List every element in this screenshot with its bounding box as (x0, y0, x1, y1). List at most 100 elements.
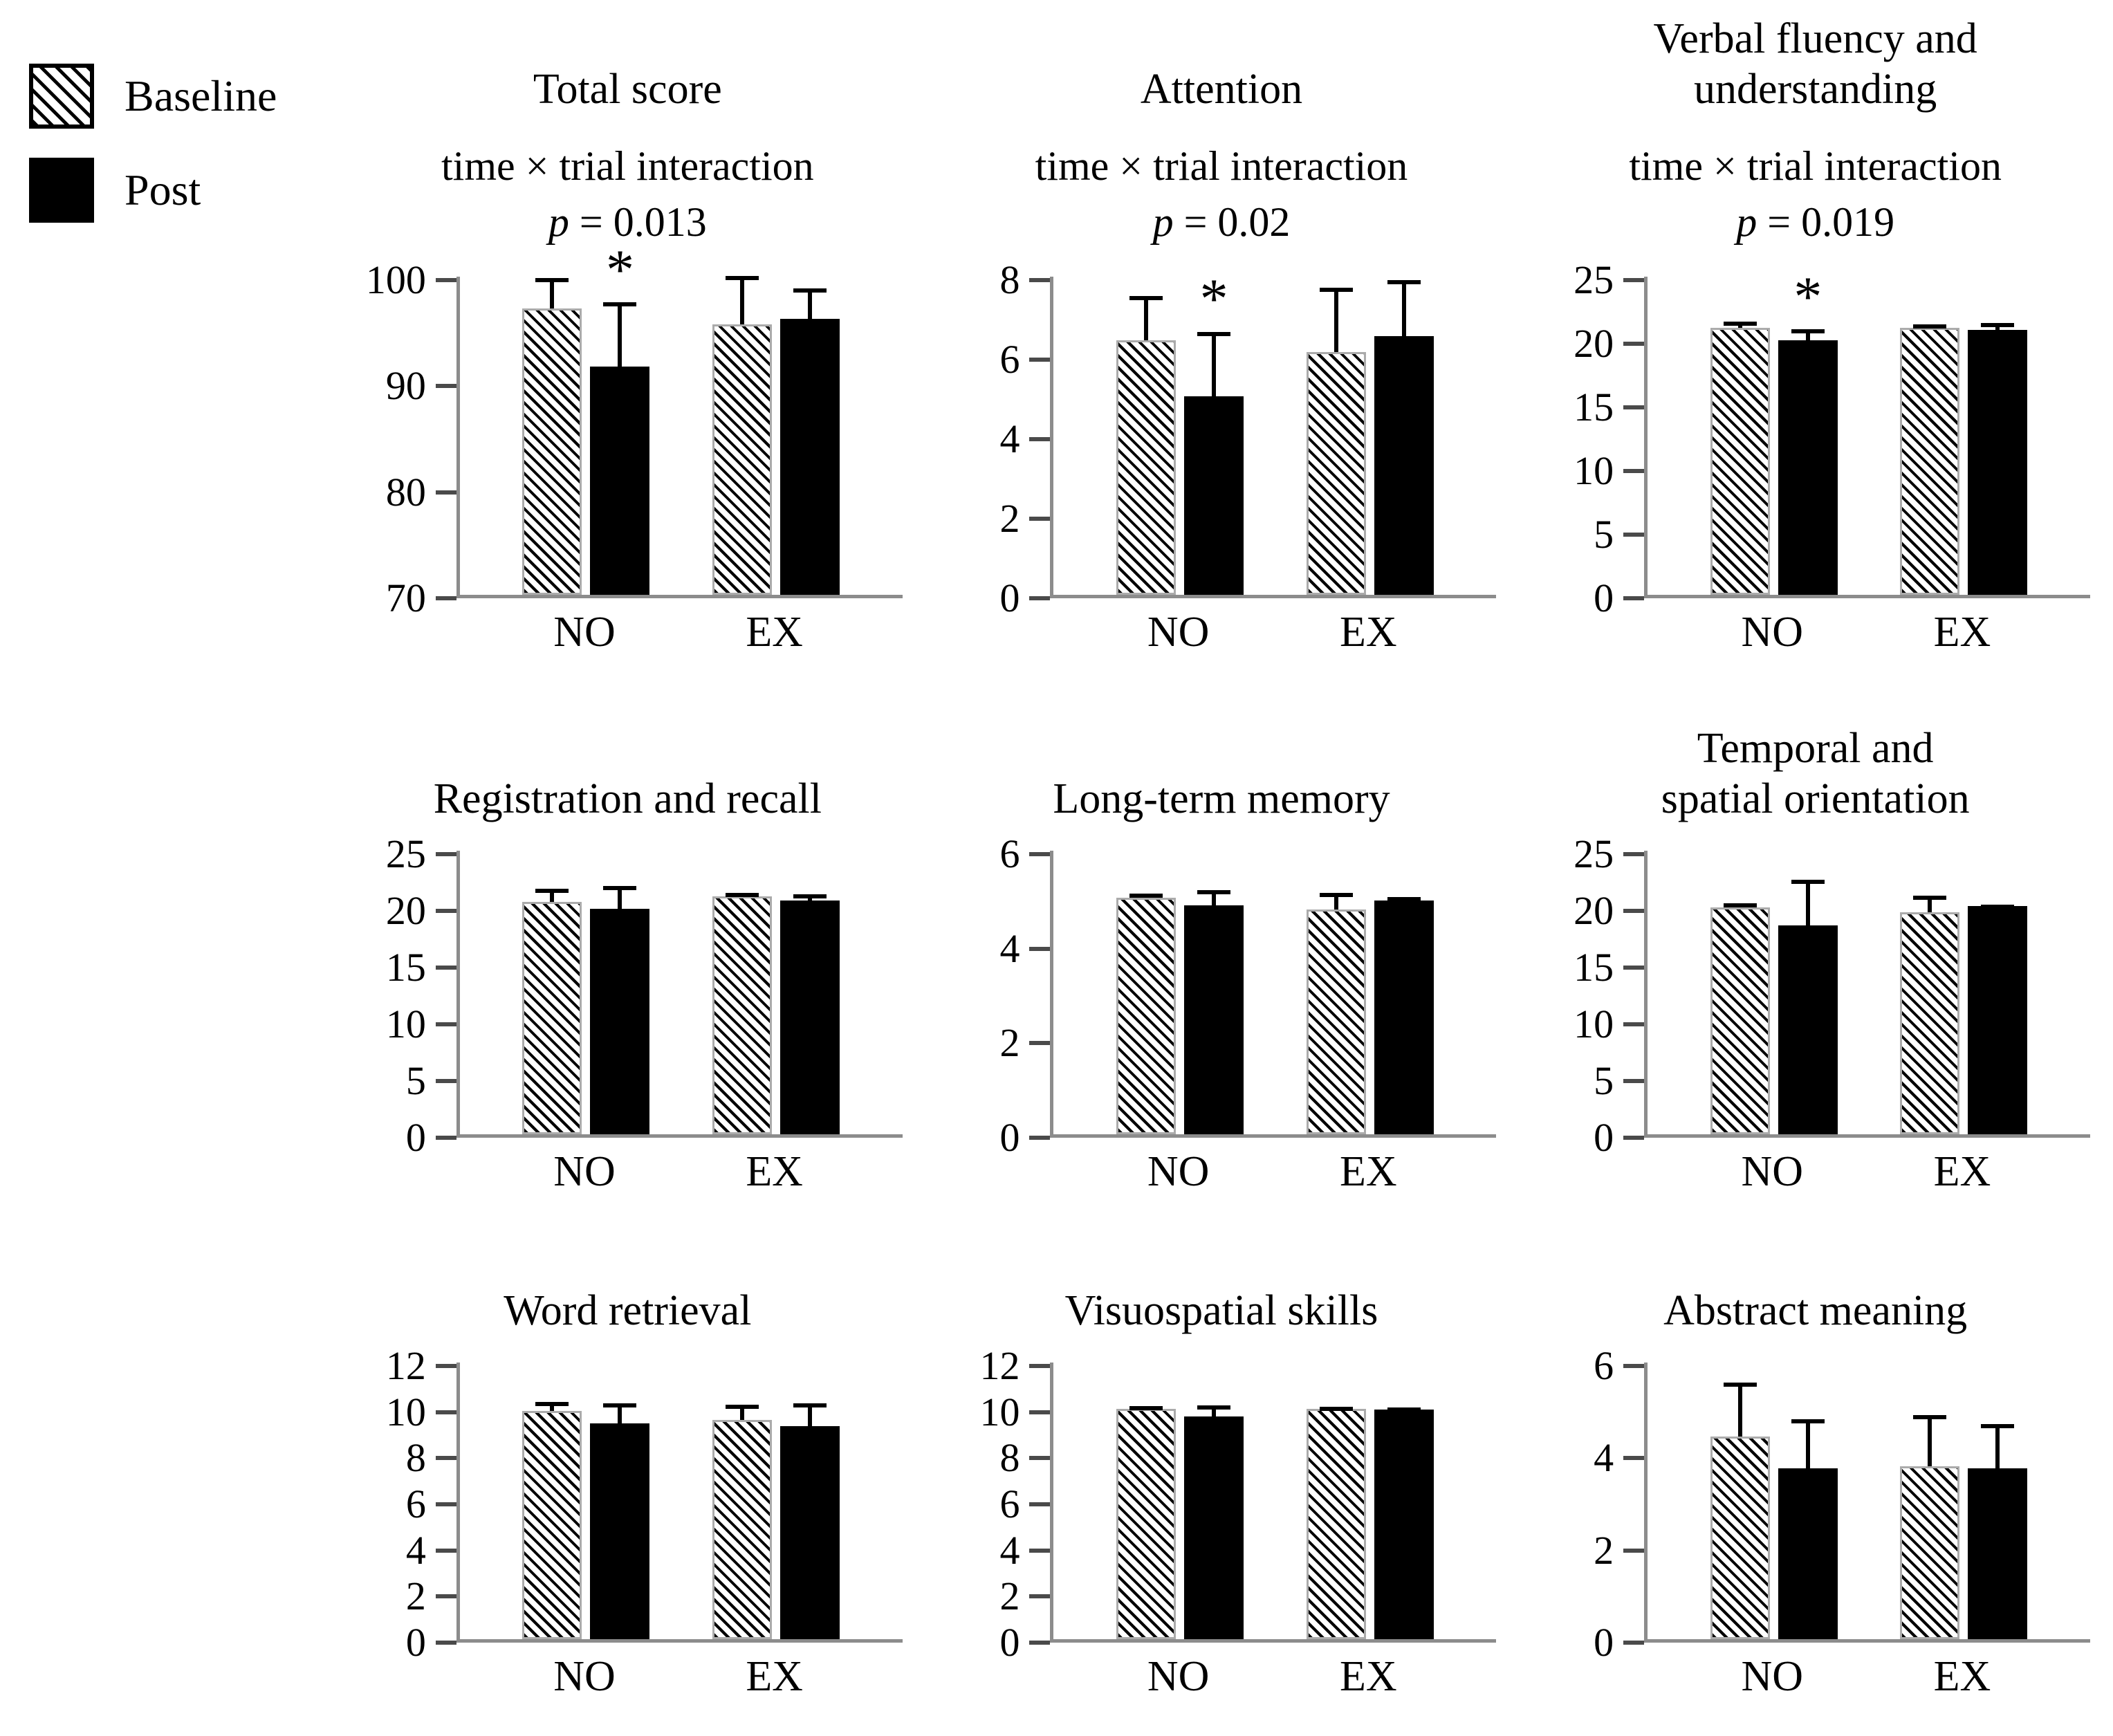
legend-item-post: Post (29, 158, 277, 223)
y-tick-mark (1029, 517, 1051, 521)
error-bar-cap (1319, 288, 1353, 293)
bar-slot-post-NO (1184, 1363, 1244, 1639)
bar-post-EX (1374, 336, 1434, 595)
y-tick-label: 2 (999, 496, 1020, 541)
significance-asterisk: * (605, 238, 634, 302)
y-tick-label: 5 (405, 1058, 426, 1103)
bar-slot-post-NO: * (1184, 270, 1244, 595)
plot-area (1050, 851, 1497, 1138)
error-bar (808, 289, 813, 320)
chart-title-line: Word retrieval (504, 1286, 752, 1334)
bar-baseline-EX (1306, 352, 1366, 595)
chart-title-block: Word retrieval (504, 1245, 751, 1363)
bar-group-NO: * (522, 241, 650, 595)
error-bar (618, 1404, 622, 1424)
plot-row: 0 2 4 6 8 10 12 (946, 1346, 1497, 1663)
y-tick-mark (435, 966, 456, 970)
y-axis: 0 5 10 15 20 25 (353, 834, 456, 1158)
y-tick-label: 25 (1574, 257, 1614, 302)
y-tick-mark (1623, 1641, 1645, 1645)
y-tick-mark (1029, 1136, 1051, 1140)
bar-baseline-EX (1306, 909, 1366, 1134)
bar-baseline-EX (1900, 327, 1960, 595)
error-bar (1995, 1425, 2000, 1469)
x-axis-labels: NO EX (1052, 1652, 1495, 1701)
y-tick-label: 0 (999, 575, 1020, 620)
x-axis-label-NO: NO (1741, 609, 1804, 656)
bar-group-EX (712, 276, 840, 595)
bar-slot-baseline-EX (1900, 277, 1960, 595)
plot-row: 0 2 4 6 8 10 12 (353, 1346, 903, 1663)
error-bar-cap (726, 1404, 759, 1409)
x-axis-label-EX: EX (1339, 1148, 1397, 1195)
x-axis-label-EX: EX (746, 609, 803, 656)
chart-title: Visuospatial skills (1065, 1286, 1378, 1336)
bar-baseline-EX (1900, 1466, 1960, 1639)
error-bar (1144, 296, 1149, 340)
x-axis-label-EX: EX (746, 1653, 803, 1700)
chart-title: Temporal and spatial orientation (1661, 723, 1970, 824)
chart-title-line: Attention (1140, 65, 1303, 113)
error-bar (1334, 288, 1338, 353)
bar-slot-post-EX (1968, 1363, 2028, 1639)
x-axis-label-NO: NO (1741, 1148, 1804, 1195)
bar-slot-baseline-EX (1306, 851, 1366, 1134)
bar-group-NO: * (1116, 270, 1244, 595)
bar-group-EX (1900, 1363, 2028, 1639)
chart-title-block: Registration and recall (434, 692, 822, 851)
bar-slot-baseline-NO (1116, 1363, 1177, 1639)
chart-subtitle-line: p = 0.019 (1736, 199, 1895, 245)
y-tick-label: 5 (1594, 1058, 1614, 1103)
error-bar (1212, 891, 1217, 905)
bar-slot-baseline-EX (712, 276, 773, 595)
error-bar-cap (726, 893, 759, 898)
error-bar-cap (1197, 890, 1231, 895)
y-tick-label: 5 (1594, 512, 1614, 557)
chart-title-block: Attention time × trial interaction p = 0.0… (1035, 0, 1408, 277)
plot-area (456, 851, 903, 1138)
y-tick-label: 10 (385, 1389, 426, 1434)
plot-row: 0 5 10 15 20 25 (1540, 834, 2091, 1158)
y-tick-label: 0 (405, 1115, 426, 1160)
chart-total-score: Total score time × trial interaction p = 0… (331, 0, 925, 692)
x-axis-labels: NO EX (1052, 1147, 1495, 1197)
bar-slot-post-NO (590, 851, 650, 1134)
bar-group-NO (1710, 1363, 1838, 1639)
y-axis: 0 2 4 6 (946, 834, 1051, 1158)
y-tick-mark (435, 1502, 456, 1506)
plot-area (456, 1363, 903, 1643)
y-tick-mark (1029, 278, 1051, 282)
plot-row: 0 5 10 15 20 25 * (1540, 260, 2091, 618)
y-tick-label: 80 (385, 469, 426, 515)
bar-slot-post-NO (1184, 851, 1244, 1134)
bar-post-NO (1184, 905, 1244, 1134)
bar-group-NO (1116, 1363, 1244, 1639)
legend-label-post: Post (124, 165, 201, 214)
plot-row: 0 2 4 6 8 * (946, 260, 1497, 618)
plot-area (1644, 851, 2091, 1138)
plot-row: 0 2 4 6 (946, 834, 1497, 1158)
y-tick-mark (1623, 533, 1645, 537)
error-bar (550, 279, 555, 308)
y-tick-mark (1029, 1456, 1051, 1461)
y-axis: 0 5 10 15 20 25 (1540, 260, 1645, 618)
bar-group-EX (1306, 277, 1434, 595)
bar-slot-post-EX (1968, 851, 2028, 1134)
plot-area (1050, 1363, 1497, 1643)
error-bar (1401, 280, 1406, 337)
y-tick-mark (1029, 852, 1051, 856)
y-tick-mark (435, 490, 456, 495)
chart-title-block: Abstract meaning (1663, 1245, 1967, 1363)
chart-subtitle: time × trial interaction p = 0.013 (441, 138, 814, 250)
error-bar-cap (1197, 1405, 1231, 1410)
error-bar-cap (1981, 323, 2015, 328)
bar-post-EX (780, 1425, 840, 1639)
error-bar-cap (1723, 903, 1757, 908)
y-tick-label: 2 (999, 1573, 1020, 1619)
x-axis-label-EX: EX (1933, 1653, 1991, 1700)
bar-group-EX (712, 1363, 840, 1639)
error-bar-cap (1319, 1406, 1353, 1411)
bar-slot-post-EX (780, 851, 840, 1134)
chart-title-block: Verbal fluency and understanding time × tr… (1629, 0, 2002, 277)
error-bar-cap (1791, 329, 1825, 334)
